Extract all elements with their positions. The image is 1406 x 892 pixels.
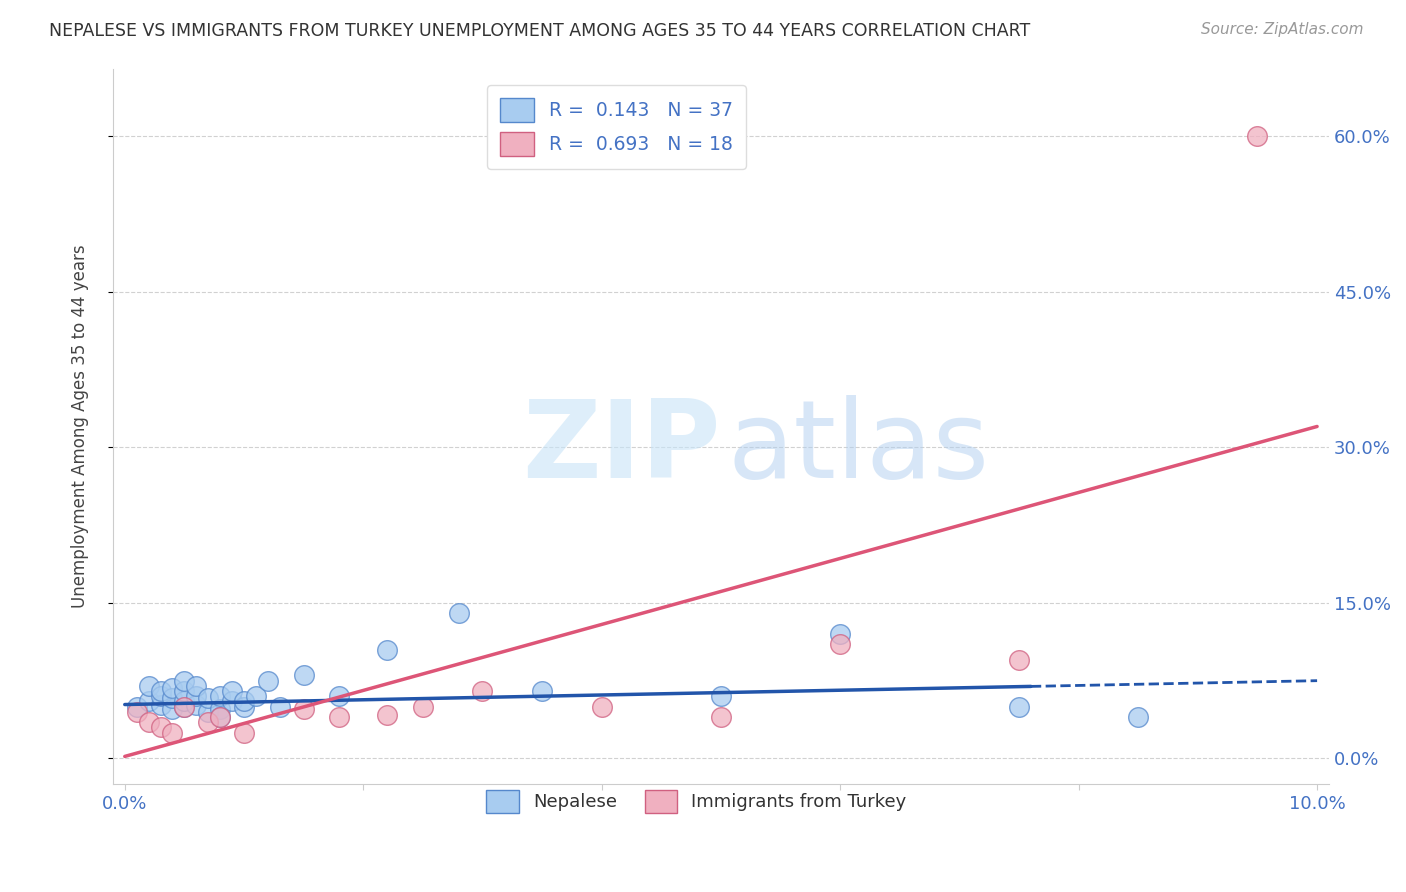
Point: [209, 710, 232, 724]
Point: [138, 694, 160, 708]
Point: [257, 673, 280, 688]
Point: [328, 710, 350, 724]
Point: [173, 699, 195, 714]
Text: ZIP: ZIP: [523, 395, 721, 501]
Point: [162, 701, 184, 715]
Point: [375, 707, 398, 722]
Text: NEPALESE VS IMMIGRANTS FROM TURKEY UNEMPLOYMENT AMONG AGES 35 TO 44 YEARS CORREL: NEPALESE VS IMMIGRANTS FROM TURKEY UNEMP…: [49, 22, 1031, 40]
Point: [173, 684, 195, 698]
Point: [233, 699, 256, 714]
Point: [710, 690, 733, 704]
Point: [209, 710, 232, 724]
Point: [531, 684, 554, 698]
Point: [447, 606, 470, 620]
Point: [209, 701, 232, 715]
Point: [125, 699, 148, 714]
Point: [162, 681, 184, 695]
Point: [197, 705, 219, 719]
Point: [1008, 653, 1031, 667]
Point: [162, 725, 184, 739]
Point: [710, 710, 733, 724]
Point: [173, 673, 195, 688]
Point: [162, 691, 184, 706]
Point: [375, 642, 398, 657]
Point: [471, 684, 494, 698]
Point: [245, 690, 267, 704]
Point: [1128, 710, 1150, 724]
Point: [1246, 128, 1268, 143]
Point: [138, 715, 160, 730]
Point: [292, 668, 315, 682]
Y-axis label: Unemployment Among Ages 35 to 44 years: Unemployment Among Ages 35 to 44 years: [72, 244, 89, 608]
Point: [197, 691, 219, 706]
Point: [830, 637, 852, 651]
Point: [412, 699, 434, 714]
Point: [173, 694, 195, 708]
Point: [125, 705, 148, 719]
Point: [149, 684, 172, 698]
Point: [221, 694, 243, 708]
Point: [186, 698, 208, 712]
Point: [1008, 699, 1031, 714]
Point: [221, 684, 243, 698]
Point: [186, 690, 208, 704]
Point: [186, 679, 208, 693]
Point: [233, 694, 256, 708]
Point: [138, 679, 160, 693]
Point: [269, 699, 291, 714]
Point: [233, 725, 256, 739]
Point: [149, 690, 172, 704]
Point: [149, 720, 172, 734]
Point: [149, 698, 172, 712]
Point: [292, 701, 315, 715]
Legend: Nepalese, Immigrants from Turkey: Nepalese, Immigrants from Turkey: [474, 777, 920, 825]
Text: atlas: atlas: [727, 395, 988, 501]
Point: [328, 690, 350, 704]
Point: [173, 699, 195, 714]
Text: Source: ZipAtlas.com: Source: ZipAtlas.com: [1201, 22, 1364, 37]
Point: [197, 715, 219, 730]
Point: [830, 627, 852, 641]
Point: [209, 690, 232, 704]
Point: [591, 699, 613, 714]
